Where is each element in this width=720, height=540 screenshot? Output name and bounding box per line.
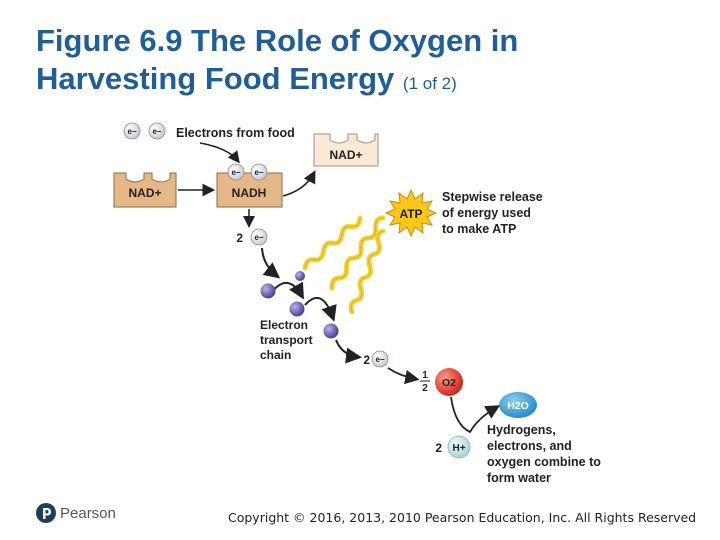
half-fraction: 1 2 xyxy=(420,370,430,394)
pearson-logo-icon xyxy=(36,503,56,523)
title-part: (1 of 2) xyxy=(402,74,457,93)
etc-carrier-1 xyxy=(260,283,276,299)
water-molecule: H2O xyxy=(499,392,537,418)
electron-from-food-2: e− xyxy=(148,122,166,140)
etc-label: Electron transport chain xyxy=(260,318,316,362)
etc-carrier-3 xyxy=(323,323,339,339)
arrow-etc-3 xyxy=(304,296,337,322)
electron-symbol: e− xyxy=(152,127,161,136)
etc-carrier-dot-top xyxy=(295,271,305,281)
two-electrons-count: 2 xyxy=(236,231,243,245)
title-line-2: Harvesting Food Energy xyxy=(36,61,395,96)
nad-plus-carrier-left xyxy=(113,172,177,208)
nad-plus-carrier-right xyxy=(313,133,379,167)
two-electrons-bottom-count: 2 xyxy=(363,353,370,367)
pearson-logo-text: Pearson xyxy=(60,504,116,522)
electron-pair-top: e− xyxy=(250,228,268,246)
nadh-label: NADH xyxy=(232,186,267,200)
electron-symbol: e− xyxy=(375,355,384,364)
two-h-count: 2 xyxy=(435,441,442,455)
nadh-electron-1: e− xyxy=(227,163,245,181)
atp-burst-icon: ATP xyxy=(384,188,438,238)
svg-text:2: 2 xyxy=(422,383,428,394)
arrow-etc-2 xyxy=(271,281,305,300)
arrow-electrons-to-oxygen xyxy=(387,367,420,385)
electrons-from-food-label: Electrons from food xyxy=(176,126,295,140)
title-line-1: Figure 6.9 The Role of Oxygen in xyxy=(36,23,519,58)
electron-symbol: e− xyxy=(254,168,263,177)
electron-symbol: e− xyxy=(127,127,136,136)
pearson-logo: Pearson xyxy=(36,502,116,524)
nadh-carrier xyxy=(216,172,283,208)
page-title: Figure 6.9 The Role of Oxygen in Harvest… xyxy=(36,22,676,103)
energy-squiggles xyxy=(302,215,386,315)
energy-squiggles-outline xyxy=(304,217,384,313)
nad-plus-right-label: NAD+ xyxy=(329,148,362,162)
nad-plus-left-label: NAD+ xyxy=(128,186,161,200)
copyright-notice: Copyright © 2016, 2013, 2010 Pearson Edu… xyxy=(228,510,697,525)
o2-label: O2 xyxy=(442,377,456,389)
svg-text:1: 1 xyxy=(422,370,428,381)
hydrogen-ion: H+ xyxy=(447,435,471,459)
electron-symbol: e− xyxy=(254,233,263,242)
h2o-label: H2O xyxy=(507,400,529,412)
etc-carrier-2 xyxy=(289,301,305,317)
electron-pair-bottom: e− xyxy=(371,350,389,368)
oxygen-molecule: O2 xyxy=(435,368,463,396)
arrow-etc-1 xyxy=(261,247,281,279)
arrow-to-water xyxy=(450,396,501,434)
arrow-etc-4 xyxy=(335,339,362,364)
electron-from-food-1: e− xyxy=(123,122,141,140)
atp-label: ATP xyxy=(399,207,422,221)
hydrogens-combine-label: Hydrogens, electrons, and oxygen combine… xyxy=(487,423,604,485)
h-plus-label: H+ xyxy=(452,443,465,454)
stepwise-release-label: Stepwise release of energy used to make … xyxy=(442,190,546,236)
arrow-nadh-to-nad xyxy=(282,170,316,197)
arrow-electrons-to-nadh xyxy=(199,142,240,164)
electron-symbol: e− xyxy=(231,168,240,177)
nadh-electron-2: e− xyxy=(250,163,268,181)
